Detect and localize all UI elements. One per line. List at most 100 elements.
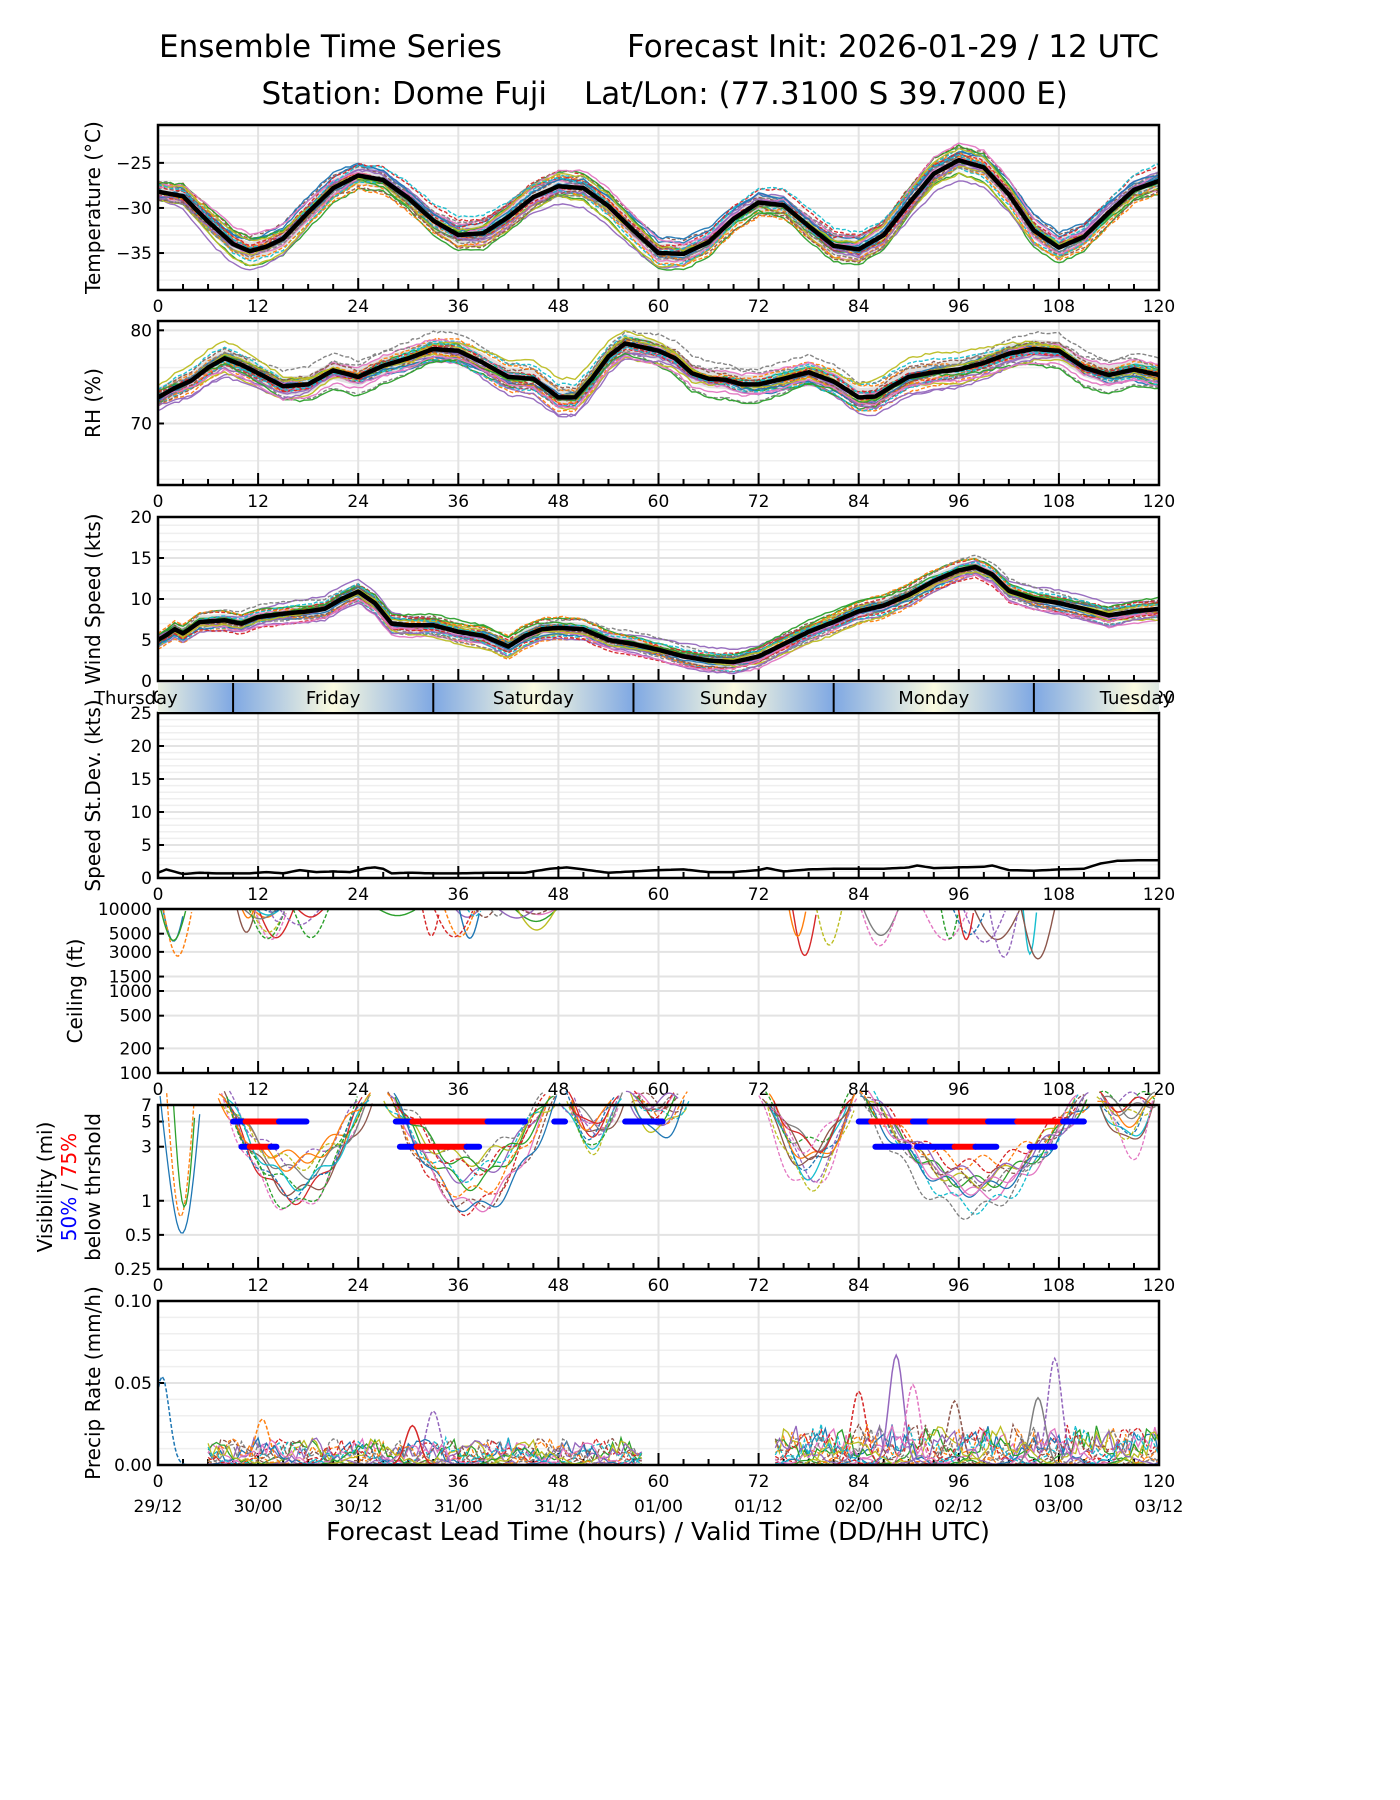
valid-time-label: 31/00	[434, 1497, 483, 1517]
x-tick-label: 24	[347, 1080, 369, 1100]
y-tick-label: 0	[141, 672, 152, 692]
visibility-member-line	[625, 1090, 679, 1110]
x-tick-label: 0	[153, 1080, 164, 1100]
speed-stdev-line	[158, 858, 1159, 876]
ensemble-member-line	[158, 165, 1159, 266]
x-tick-label: 0	[153, 297, 164, 317]
valid-time-label: 02/00	[834, 1497, 883, 1517]
x-tick-label: 0	[153, 885, 164, 905]
panel-precip-rate: 0.00 0.05 0.10 0 12 24 36 48 60 72 84 96 108 120 Preci…	[81, 1286, 1175, 1492]
y-tick-label: 5	[141, 631, 152, 651]
x-tick-label: 120	[1143, 1472, 1175, 1492]
visibility-member-line	[569, 1105, 610, 1124]
x-tick-label: 36	[447, 297, 469, 317]
visibility-member-line	[868, 1097, 1076, 1190]
ceiling-member-line	[377, 908, 416, 917]
visibility-member-line	[867, 1094, 1085, 1187]
day-gradient	[833, 683, 1034, 712]
x-tick-label: 48	[548, 1472, 570, 1492]
ensemble-member-line	[158, 161, 1159, 264]
visibility-member-line	[773, 1098, 852, 1153]
x-tick-label: 0	[153, 492, 164, 512]
y-axis-label: Ceiling (ft)	[63, 939, 87, 1044]
ceiling-member-line	[788, 908, 807, 938]
ensemble-member-line	[158, 355, 1159, 410]
day-label: Saturday	[493, 688, 574, 709]
x-tick-label: 84	[848, 1472, 870, 1492]
valid-time-label: 01/00	[634, 1497, 683, 1517]
y-tick-label: 80	[130, 321, 152, 341]
x-tick-label: 36	[447, 1472, 469, 1492]
day-segment	[433, 683, 634, 712]
plot-area	[159, 908, 1056, 960]
ceiling-member-line	[860, 908, 899, 947]
x-tick-label: 12	[247, 297, 269, 317]
valid-time-label: 01/12	[734, 1497, 783, 1517]
y-tick-label: 1	[141, 1192, 152, 1212]
y-tick-label: 15	[130, 549, 152, 569]
day-label: Tuesday	[1099, 688, 1174, 709]
y-tick-label: 500	[120, 1007, 152, 1027]
x-tick-label: 72	[748, 492, 770, 512]
x-tick-label: 96	[948, 1080, 970, 1100]
x-tick-label: 24	[347, 297, 369, 317]
y-tick-label: 25	[130, 704, 152, 724]
x-tick-label: 0	[153, 1276, 164, 1296]
visibility-member-line	[387, 1091, 558, 1210]
x-tick-label: 36	[447, 1080, 469, 1100]
x-tick-label: 48	[548, 297, 570, 317]
ceiling-member-line	[1020, 908, 1056, 960]
plot-frame	[156, 1299, 1161, 1467]
x-tick-label: 72	[748, 885, 770, 905]
ceiling-member-line	[815, 908, 843, 946]
station-latlon: Lat/Lon: (77.3100 S 39.7000 E)	[584, 76, 1068, 112]
x-tick-label: 60	[648, 1080, 670, 1100]
x-tick-label: 60	[648, 885, 670, 905]
valid-time-label: 29/12	[134, 1497, 183, 1517]
y-tick-label: 1500	[109, 968, 152, 988]
y-tick-label: 20	[130, 508, 152, 528]
visibility-member-line	[872, 1099, 1087, 1201]
ceiling-member-line	[498, 908, 534, 919]
day-label: Sunday	[700, 688, 768, 709]
x-tick-label: 12	[247, 492, 269, 512]
day-label: Thursday	[93, 688, 178, 709]
x-tick-label: 120	[1143, 1276, 1175, 1296]
visibility-member-line	[565, 1090, 615, 1141]
x-tick-label: 0	[153, 1472, 164, 1492]
y-axis-label: Visibility (mi)	[33, 1122, 57, 1253]
ensemble-spread-band	[158, 334, 1159, 407]
x-tick-label: 12	[247, 1080, 269, 1100]
y-tick-label: −30	[116, 199, 152, 219]
ceiling-member-line	[159, 908, 187, 942]
ceiling-member-line	[458, 908, 480, 939]
panel-visibility: 0.25 0.5 1 3 57 0 12 24 36 48 60 72 84 96 108 120 Visibi…	[33, 1090, 1175, 1296]
plot-frame	[156, 123, 1161, 292]
plot-area	[158, 858, 1159, 876]
ensemble-member-line	[158, 151, 1159, 254]
visibility-member-line	[1099, 1091, 1151, 1108]
day-segment	[158, 683, 234, 712]
y-tick-label: −25	[116, 154, 152, 174]
x-tick-label: 48	[548, 1080, 570, 1100]
plot-frame	[156, 319, 1161, 487]
ensemble-mean-line	[158, 341, 1159, 400]
visibility-member-line	[865, 1098, 1088, 1189]
precip-peak-line	[399, 1409, 467, 1466]
y-tick-label: 0.00	[114, 1456, 152, 1476]
ensemble-member-line	[158, 329, 1159, 387]
plot-area	[158, 142, 1159, 271]
precip-member-line	[208, 1438, 642, 1466]
visibility-member-line	[571, 1099, 612, 1131]
visibility-member-line	[226, 1096, 364, 1210]
valid-time-label: 02/12	[934, 1497, 983, 1517]
y-axis-label-thresholds: 50% / 75%	[57, 1133, 81, 1241]
plot-frame	[156, 1103, 1161, 1271]
day-segment	[833, 683, 1034, 712]
x-axis-label: Forecast Lead Time (hours) / Valid Time …	[326, 1517, 990, 1546]
visibility-member-line	[872, 1103, 1079, 1174]
ensemble-mean-line	[158, 157, 1159, 257]
y-tick-label: 0.10	[114, 1292, 152, 1312]
